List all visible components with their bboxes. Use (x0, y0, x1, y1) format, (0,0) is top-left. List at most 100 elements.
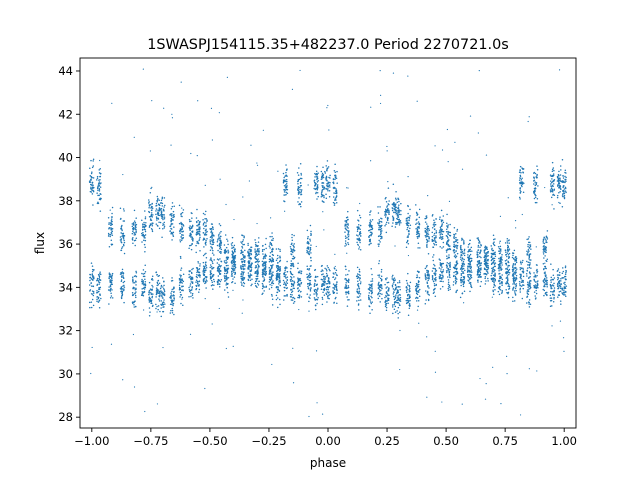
data-point (261, 250, 264, 253)
outlier-point (122, 173, 124, 176)
data-point (283, 184, 286, 187)
data-point (160, 304, 163, 306)
data-point (320, 170, 323, 173)
data-point (431, 276, 434, 278)
data-point (108, 222, 110, 224)
data-point (219, 247, 221, 250)
data-point (323, 195, 325, 197)
data-point (316, 283, 318, 285)
data-point (144, 246, 146, 248)
outlier-point (99, 159, 101, 162)
data-point (120, 238, 122, 240)
data-point (170, 292, 172, 294)
data-point (109, 273, 111, 275)
data-point (254, 241, 257, 244)
data-point (144, 281, 147, 283)
data-point (396, 201, 399, 203)
data-point (306, 250, 309, 253)
data-point (461, 258, 464, 260)
data-point (277, 276, 279, 279)
data-point (476, 251, 478, 253)
data-point (212, 262, 214, 265)
data-point (426, 241, 428, 244)
data-point (399, 298, 402, 301)
data-point (132, 287, 134, 290)
data-point (432, 277, 434, 280)
data-point (179, 274, 181, 276)
data-point (98, 283, 100, 285)
data-point (507, 249, 509, 252)
data-point (107, 235, 110, 237)
data-point (433, 284, 436, 287)
data-point (284, 295, 286, 297)
data-point (120, 280, 123, 282)
data-point (499, 283, 501, 285)
data-point (426, 269, 428, 272)
data-point (91, 268, 94, 271)
data-point (291, 290, 294, 293)
data-point (90, 282, 92, 285)
data-point (149, 218, 152, 220)
data-point (507, 247, 509, 249)
outlier-point (498, 242, 501, 244)
data-point (439, 234, 441, 236)
data-point (285, 178, 288, 181)
data-point (494, 265, 496, 268)
data-point (243, 282, 246, 285)
data-point (347, 227, 349, 229)
data-point (271, 295, 273, 297)
data-point (462, 272, 465, 274)
outlier-point (499, 215, 502, 217)
data-point (279, 259, 282, 262)
data-point (163, 281, 165, 283)
data-point (525, 273, 528, 275)
data-point (213, 235, 215, 237)
data-point (492, 242, 495, 245)
data-point (92, 204, 94, 206)
data-point (269, 241, 272, 244)
data-point (173, 290, 175, 293)
data-point (198, 238, 201, 240)
data-point (462, 252, 464, 254)
data-point (425, 277, 428, 279)
data-point (299, 270, 301, 272)
data-point (171, 303, 173, 306)
data-point (432, 254, 435, 256)
data-point (320, 178, 323, 181)
data-point (501, 284, 503, 287)
data-point (501, 278, 504, 281)
data-point (90, 172, 93, 175)
data-point (333, 202, 336, 205)
data-point (529, 285, 531, 287)
data-point (327, 166, 330, 168)
data-point (189, 283, 192, 285)
data-point (219, 237, 221, 240)
data-point (526, 289, 529, 291)
data-point (445, 264, 448, 266)
data-point (378, 222, 381, 224)
data-point (393, 308, 396, 311)
data-point (243, 236, 245, 239)
data-point (171, 277, 173, 279)
data-point (358, 246, 361, 248)
data-point (240, 258, 242, 261)
data-point (469, 267, 472, 269)
data-point (290, 243, 293, 246)
data-point (498, 257, 500, 260)
data-point (515, 289, 517, 292)
data-point (394, 305, 397, 308)
data-point (160, 210, 163, 212)
data-point (485, 270, 488, 272)
data-point (527, 286, 529, 288)
data-point (291, 242, 293, 245)
data-point (119, 207, 122, 209)
data-point (426, 240, 429, 242)
data-point (508, 268, 511, 271)
data-point (110, 292, 112, 295)
data-point (188, 276, 190, 279)
data-point (192, 267, 194, 270)
data-point (462, 283, 465, 286)
data-point (152, 304, 154, 307)
data-point (143, 243, 146, 246)
data-point (211, 239, 213, 242)
